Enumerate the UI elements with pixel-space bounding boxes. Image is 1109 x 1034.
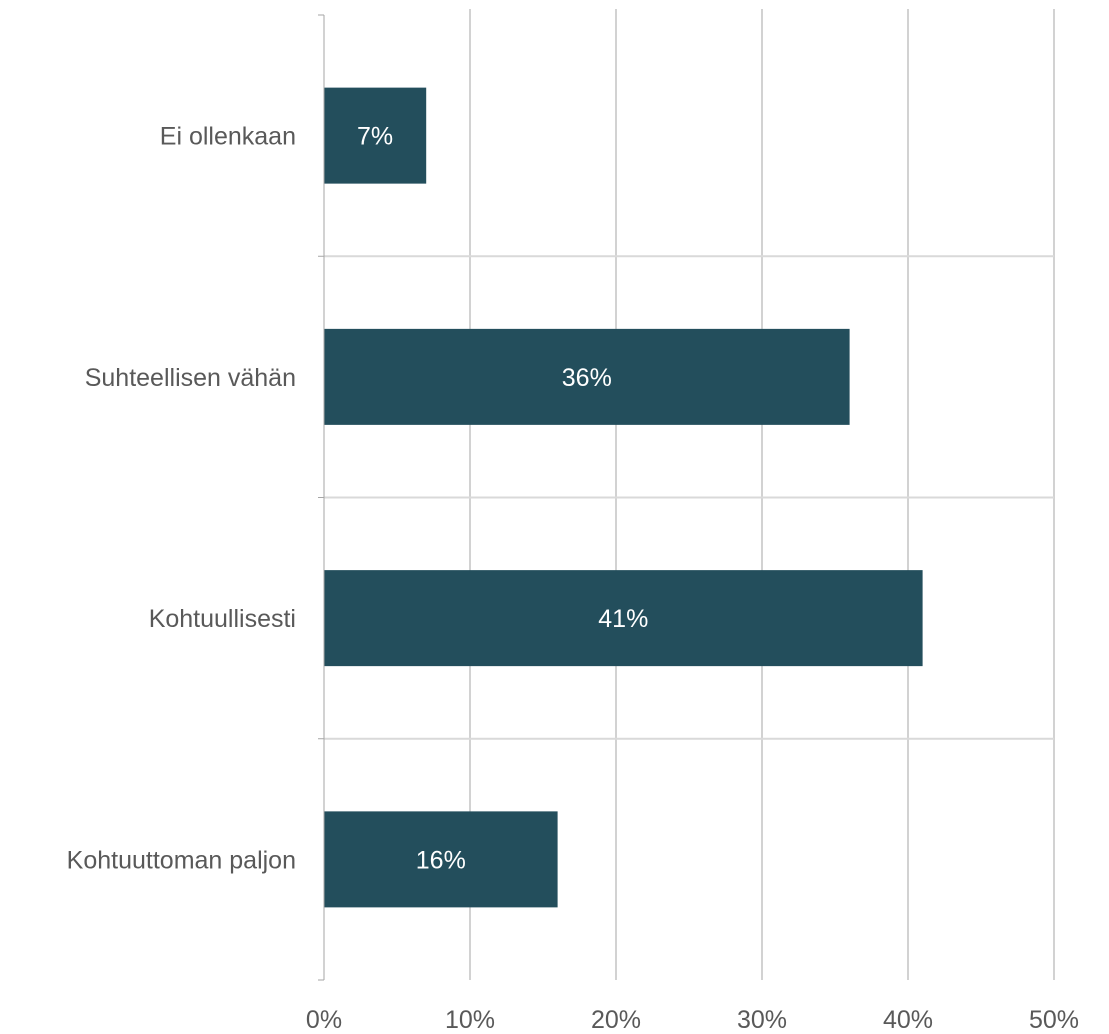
category-label: Suhteellisen vähän <box>85 364 296 392</box>
x-tick-label: 30% <box>737 1006 787 1034</box>
bar <box>324 328 850 425</box>
x-tick-label: 20% <box>591 1006 641 1034</box>
data-label: 41% <box>598 605 648 633</box>
axes <box>318 14 325 981</box>
labels: 0% 10% 20% 30% 40% 50% 7% Ei ollenkaan 36% Suhtee… <box>67 123 1079 1034</box>
bars <box>324 87 923 908</box>
x-tick-label: 40% <box>883 1006 933 1034</box>
category-label: Ei ollenkaan <box>160 123 296 151</box>
bar <box>324 811 558 908</box>
gridlines <box>324 9 1055 980</box>
bar <box>324 570 923 667</box>
bar <box>324 87 427 184</box>
data-label: 7% <box>357 123 393 151</box>
x-tick-label: 50% <box>1029 1006 1079 1034</box>
category-label: Kohtuuttoman paljon <box>67 846 296 874</box>
data-label: 16% <box>416 846 466 874</box>
x-tick-label: 10% <box>445 1006 495 1034</box>
data-label: 36% <box>562 364 612 392</box>
category-label: Kohtuullisesti <box>149 605 296 633</box>
x-tick-label: 0% <box>306 1006 342 1034</box>
